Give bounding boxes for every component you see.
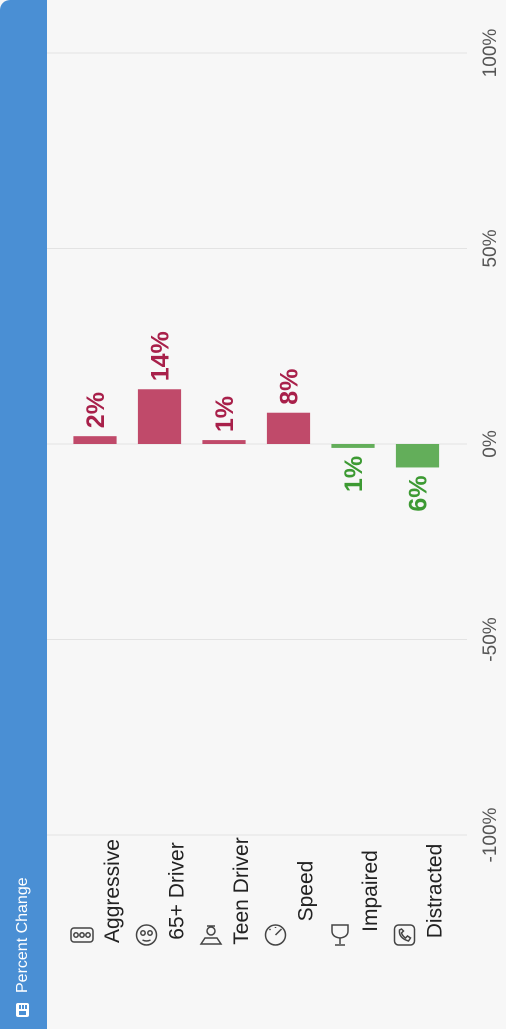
value-label: 1%: [340, 456, 368, 492]
category-label: Teen Driver: [230, 837, 253, 944]
elderly-face-icon: [135, 924, 158, 946]
bar-65-driver: [137, 389, 182, 444]
value-label: 8%: [276, 369, 304, 405]
phone-icon: [393, 924, 416, 946]
wine-glass-icon: [331, 924, 349, 946]
bar-teen-driver: [202, 440, 246, 444]
chart-icon: [16, 1003, 29, 1017]
category-label: Aggressive: [101, 839, 124, 943]
bar-chart: -100% -50% 0% 50% 100% 2% Aggressive 14% 65+ Dri…: [47, 29, 501, 946]
value-label: 6%: [405, 475, 433, 511]
teen-driver-icon: [199, 925, 223, 945]
category-label: Impaired: [359, 850, 382, 932]
category-label: Distracted: [424, 844, 447, 939]
speedometer-icon: [264, 924, 287, 946]
bar-aggressive: [73, 436, 117, 444]
bar-impaired: [331, 443, 375, 448]
bar-speed: [266, 412, 311, 444]
tick-label: 0%: [480, 430, 501, 458]
bar-distracted: [395, 444, 440, 468]
panel-title: Percent Change: [14, 877, 31, 993]
value-label: 14%: [147, 331, 175, 381]
category-label: 65+ Driver: [166, 842, 189, 939]
tick-label: 100%: [480, 29, 501, 78]
panel-header: Percent Change: [0, 0, 47, 1029]
value-label: 1%: [211, 396, 239, 432]
tick-label: -50%: [480, 617, 501, 661]
tick-label: 50%: [480, 229, 501, 267]
category-label: Speed: [295, 861, 318, 922]
value-label: 2%: [82, 392, 110, 428]
chart-area: -100% -50% 0% 50% 100% 2% Aggressive 14% 65+ Dri…: [47, 0, 506, 1029]
tick-label: -100%: [480, 807, 501, 862]
traffic-light-icon: [70, 927, 94, 943]
